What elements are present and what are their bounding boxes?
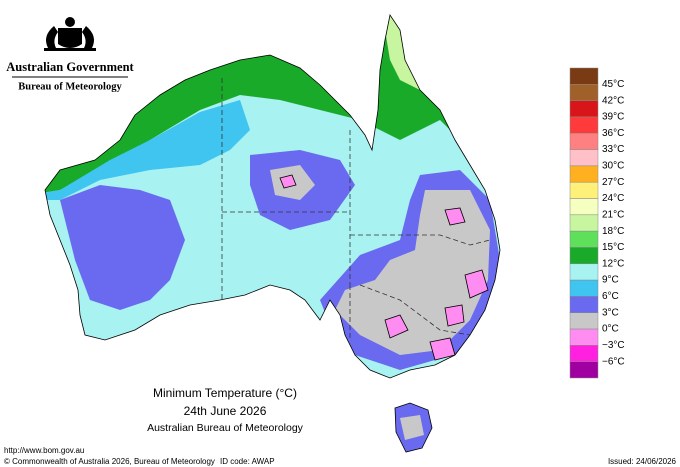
legend-swatch: [569, 328, 599, 346]
legend-swatch: [569, 361, 599, 379]
legend-swatch: [569, 345, 599, 362]
legend-swatch: [569, 181, 599, 199]
legend-swatch: [569, 263, 599, 281]
legend-swatch: [569, 198, 599, 216]
footer-issued: Issued: 24/06/2026: [608, 457, 677, 466]
coat-of-arms: [44, 17, 96, 51]
legend-label: 21°C: [602, 209, 624, 220]
legend-swatch: [569, 165, 599, 183]
legend-swatch: [569, 100, 599, 118]
legend: 45°C 42°C 39°C 36°C 33°C 30°C 27°C 24°C 21°C 18°C…: [569, 67, 625, 379]
legend-label: 33°C: [602, 144, 624, 155]
footer-url: http://www.bom.gov.au: [4, 446, 84, 455]
legend-swatch: [569, 214, 599, 232]
legend-swatch: [569, 149, 599, 167]
coastline: [44, 13, 501, 453]
legend-swatch: [569, 230, 599, 248]
legend-label: 24°C: [602, 193, 624, 204]
legend-label: 9°C: [602, 275, 619, 286]
map-title: Minimum Temperature (°C): [153, 386, 297, 400]
agency-name: Australian Government: [6, 60, 134, 74]
legend-swatch: [569, 296, 599, 313]
legend-label: 6°C: [602, 291, 619, 302]
map-source: Australian Bureau of Meteorology: [147, 422, 304, 434]
legend-label: 12°C: [602, 258, 624, 269]
footer-id: ID code: AWAP: [220, 457, 275, 466]
bureau-name: Bureau of Meteorology: [18, 81, 122, 92]
legend-label: 42°C: [602, 95, 624, 106]
legend-swatch: [569, 67, 599, 85]
state-borders: [221, 78, 491, 340]
legend-label: 36°C: [602, 128, 624, 139]
legend-label: 27°C: [602, 177, 624, 188]
legend-swatch: [569, 279, 599, 297]
legend-swatch: [569, 84, 599, 101]
map-date: 24th June 2026: [184, 404, 267, 418]
legend-label: 30°C: [602, 161, 624, 172]
legend-label: 15°C: [602, 242, 624, 253]
legend-label: 0°C: [602, 324, 619, 335]
legend-label: 39°C: [602, 112, 624, 123]
legend-swatch: [569, 133, 599, 150]
legend-swatch: [569, 312, 599, 330]
legend-label: 18°C: [602, 226, 624, 237]
legend-label: −3°C: [602, 340, 625, 351]
legend-label: 45°C: [602, 79, 624, 90]
footer-copyright: © Commonwealth of Australia 2026, Bureau…: [4, 457, 215, 466]
legend-swatch: [569, 247, 599, 265]
legend-swatch: [569, 116, 599, 134]
legend-label: 3°C: [602, 307, 619, 318]
legend-label: −6°C: [602, 356, 625, 367]
